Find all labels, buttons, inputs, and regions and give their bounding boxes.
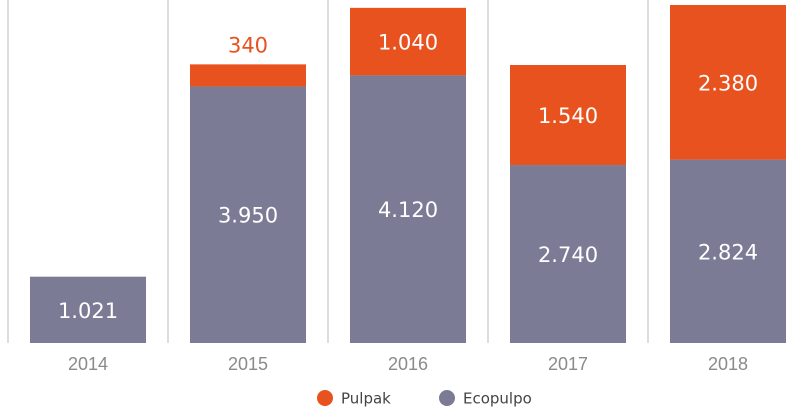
bar-segment xyxy=(350,7,466,76)
value-label: 2.824 xyxy=(698,240,758,264)
value-label: 2.740 xyxy=(538,243,598,267)
legend-label: Pulpak xyxy=(341,390,391,408)
bar-segment xyxy=(670,159,786,343)
value-label: 1.540 xyxy=(538,104,598,128)
x-tick-label: 2016 xyxy=(388,354,428,374)
bar-segment xyxy=(30,276,146,343)
bar-segment xyxy=(190,64,306,87)
value-label: 340 xyxy=(228,33,268,57)
bar-segment xyxy=(510,165,626,343)
bar-segment xyxy=(190,86,306,343)
x-tick-label: 2018 xyxy=(708,354,748,374)
x-tick-label: 2014 xyxy=(68,354,108,374)
bar-segment xyxy=(350,75,466,344)
bar-segment xyxy=(510,65,626,166)
value-label: 1.021 xyxy=(58,299,118,323)
bar-segment xyxy=(670,5,786,160)
value-label: 3.950 xyxy=(218,204,278,228)
x-tick-label: 2015 xyxy=(228,354,268,374)
value-label: 2.380 xyxy=(698,71,758,95)
legend-swatch xyxy=(317,390,333,406)
legend-swatch xyxy=(439,390,455,406)
x-tick-label: 2017 xyxy=(548,354,588,374)
legend-label: Ecopulpo xyxy=(463,390,532,408)
value-label: 1.040 xyxy=(378,31,438,55)
value-label: 4.120 xyxy=(378,198,438,222)
